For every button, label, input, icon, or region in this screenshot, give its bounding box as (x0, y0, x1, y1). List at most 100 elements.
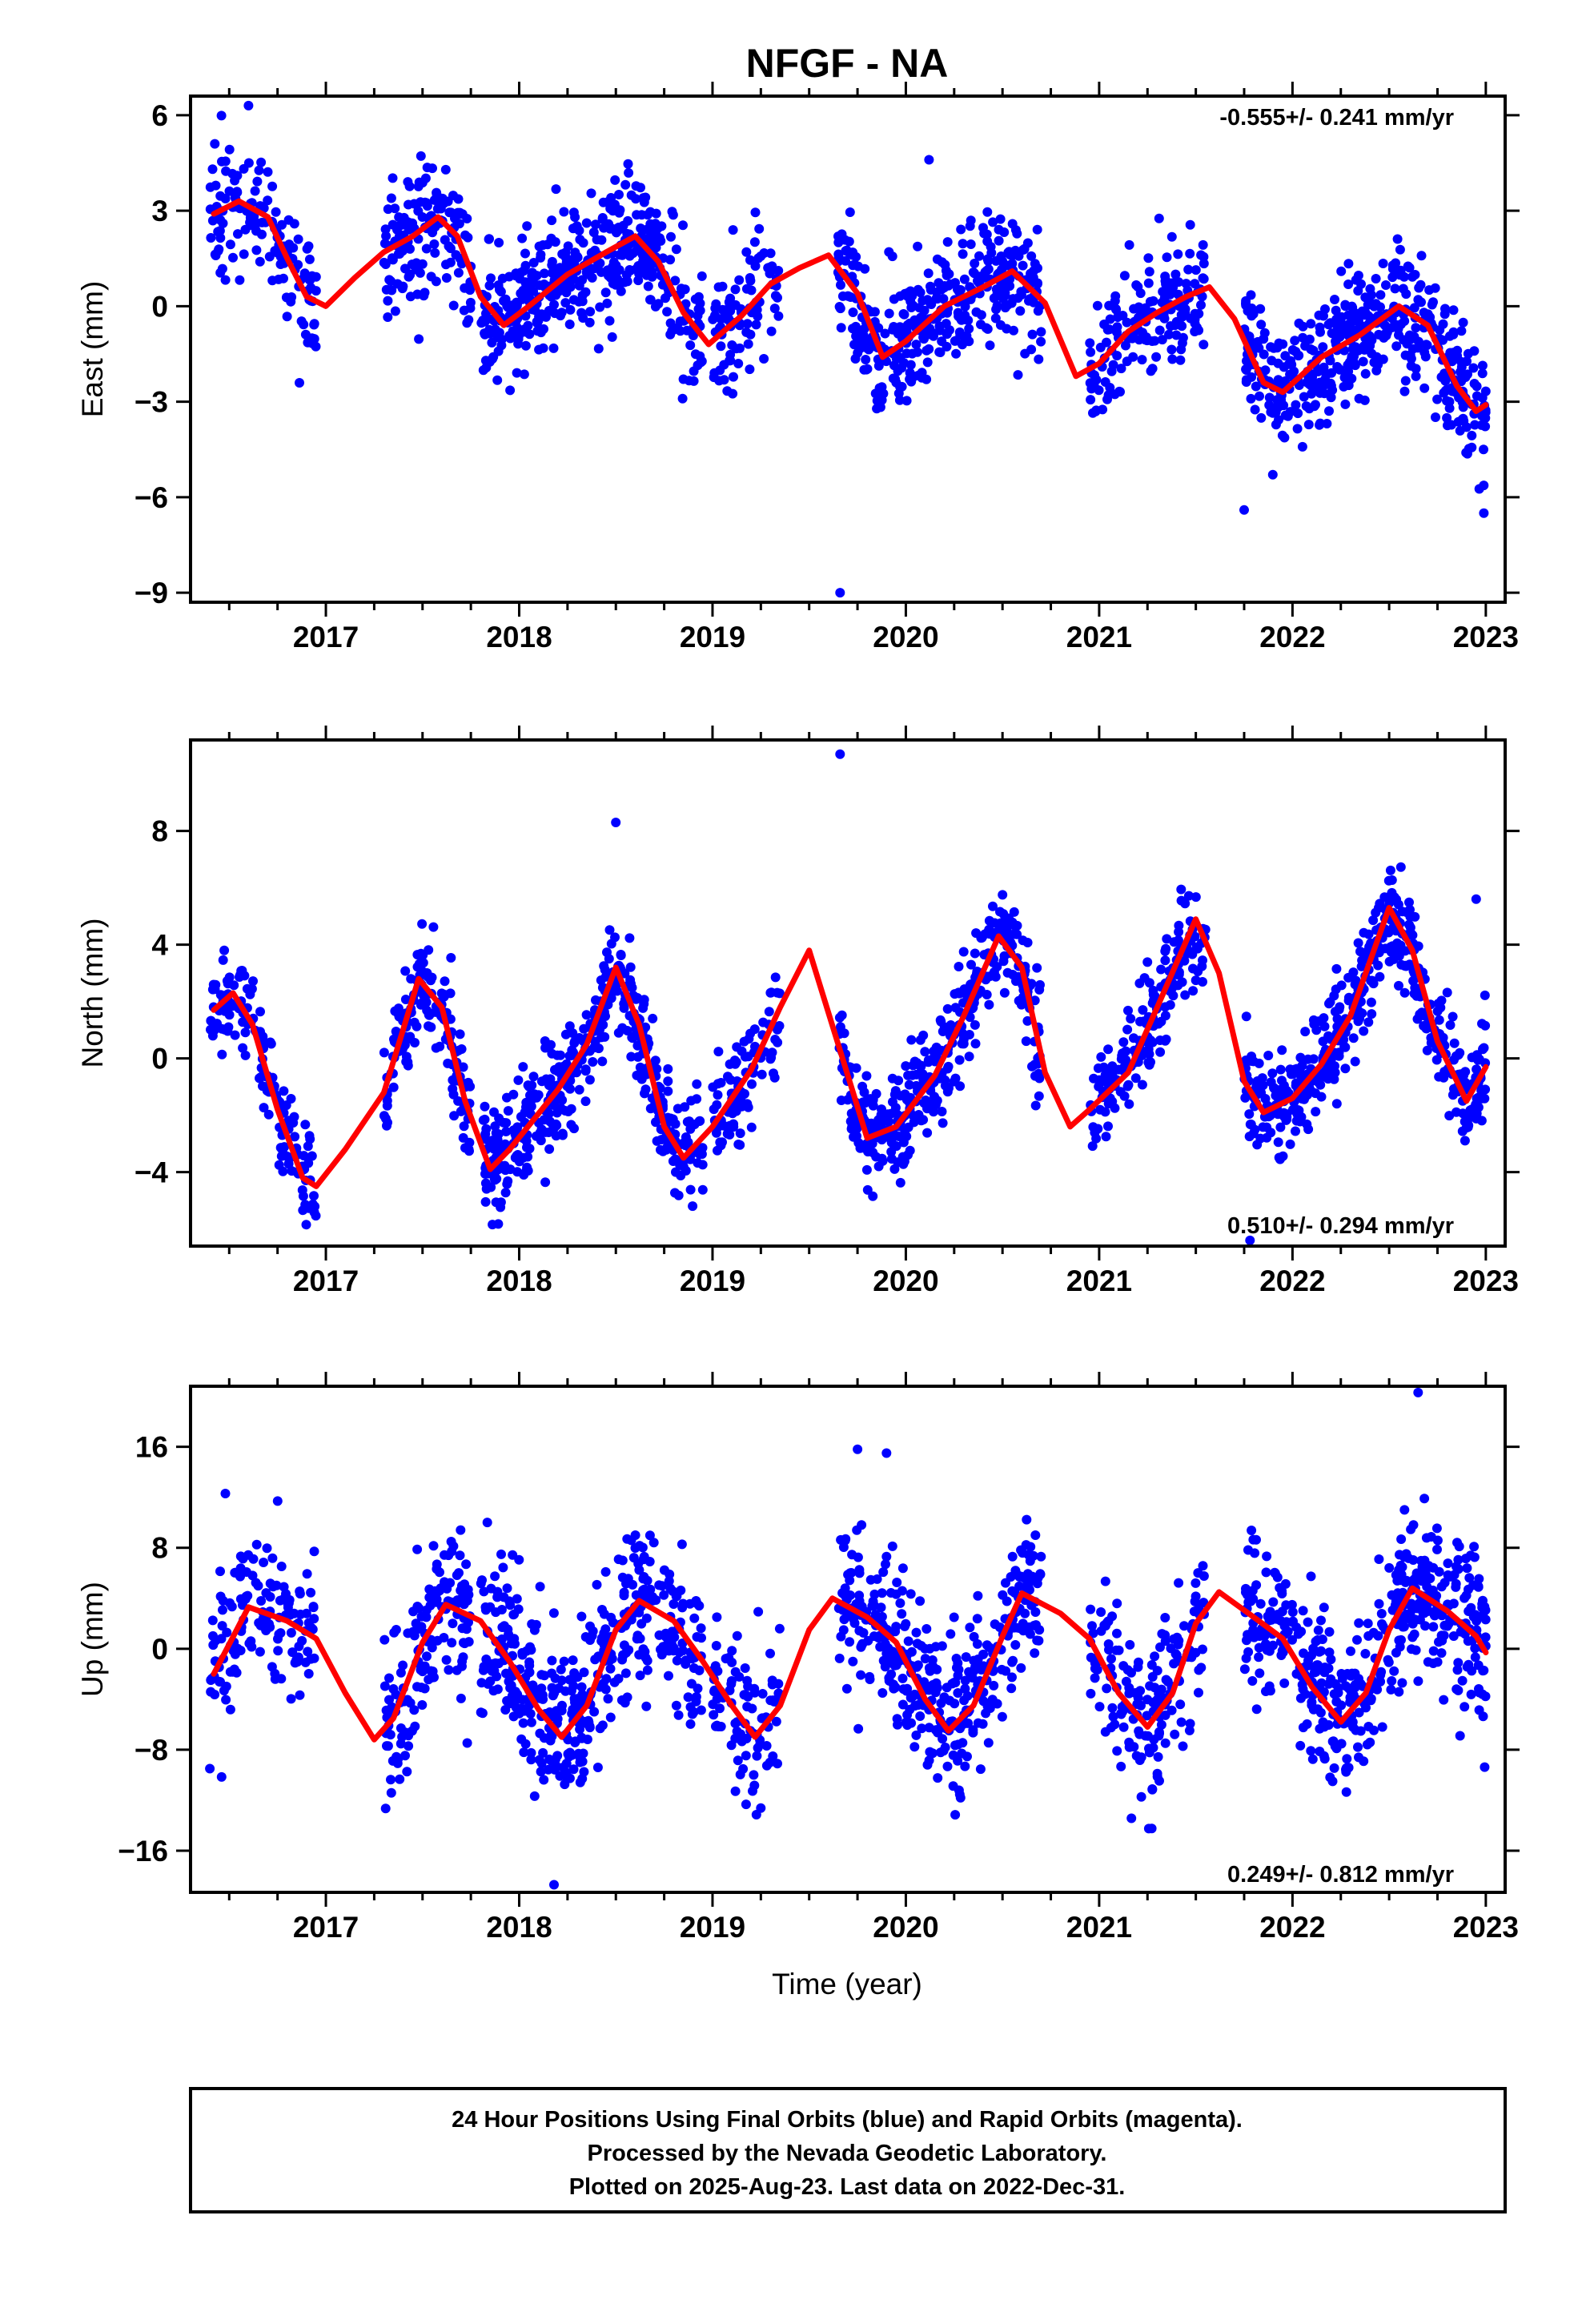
data-point (518, 285, 528, 296)
data-point (1241, 364, 1251, 375)
data-point (1480, 413, 1491, 423)
data-point (567, 1045, 577, 1055)
data-point (1353, 271, 1363, 280)
data-point (969, 1631, 979, 1642)
data-point (539, 1115, 549, 1125)
data-point (968, 267, 978, 277)
data-point (735, 343, 745, 353)
data-point (716, 341, 726, 352)
data-point (1160, 946, 1170, 956)
data-point (861, 1098, 870, 1108)
data-point (897, 1673, 908, 1683)
data-point (620, 1698, 630, 1708)
data-point (587, 1630, 597, 1641)
data-point (411, 1618, 421, 1629)
data-point (1180, 304, 1191, 314)
y-tick-label: 3 (151, 195, 168, 227)
data-point (908, 300, 918, 311)
data-point (1144, 267, 1154, 277)
data-point (750, 207, 761, 218)
data-point (958, 239, 968, 249)
data-point (1368, 979, 1379, 989)
data-point (395, 1774, 405, 1784)
data-point (1399, 386, 1410, 396)
data-point (481, 308, 491, 319)
data-point (697, 1633, 706, 1643)
data-point (228, 252, 238, 263)
data-point (1343, 259, 1354, 269)
data-point (392, 221, 403, 231)
data-point (402, 1767, 412, 1777)
data-point (1456, 326, 1467, 336)
data-point (448, 1084, 458, 1094)
data-point (585, 307, 596, 317)
data-point (866, 341, 877, 352)
data-point (868, 1596, 878, 1606)
data-point (485, 1602, 496, 1612)
data-point (1151, 352, 1162, 362)
data-point (611, 818, 621, 827)
data-point (841, 246, 851, 256)
data-point (758, 1017, 769, 1027)
data-point (1469, 379, 1480, 388)
data-point (1458, 317, 1468, 328)
data-point (303, 337, 313, 348)
data-point (1282, 1086, 1292, 1096)
data-point (584, 1075, 595, 1085)
data-point (1479, 444, 1488, 455)
data-point (458, 1638, 468, 1648)
data-point (1027, 329, 1038, 340)
data-point (1347, 301, 1357, 312)
data-point (671, 244, 681, 255)
data-point (494, 238, 504, 247)
data-point (568, 1655, 578, 1666)
data-point (685, 1719, 696, 1729)
data-point (1185, 219, 1195, 230)
data-point (1125, 1639, 1135, 1650)
data-point (665, 255, 676, 265)
data-point (865, 1574, 876, 1585)
data-point (1479, 508, 1489, 518)
data-point (499, 296, 508, 306)
data-point (1198, 239, 1208, 250)
data-point (903, 1636, 913, 1647)
data-point (835, 588, 845, 598)
data-point (921, 345, 932, 356)
data-point (1440, 385, 1451, 396)
data-point (1331, 305, 1341, 316)
data-point (994, 224, 1004, 235)
data-point (592, 1579, 602, 1590)
data-point (424, 1010, 434, 1020)
data-point (846, 1568, 857, 1578)
data-point (251, 245, 262, 255)
data-point (1343, 992, 1354, 1003)
x-tick-label: 2022 (1259, 621, 1325, 653)
data-point (574, 280, 584, 291)
data-point (380, 224, 391, 235)
data-point (958, 947, 969, 957)
data-point (570, 247, 580, 258)
data-point (692, 1079, 702, 1089)
data-point (1021, 1036, 1031, 1047)
data-point (665, 1569, 675, 1579)
data-point (306, 283, 316, 293)
data-point (440, 164, 451, 175)
data-point (933, 1773, 943, 1783)
data-point (632, 1630, 643, 1641)
data-point (1033, 278, 1042, 288)
data-point (957, 1039, 967, 1049)
data-point (1139, 973, 1150, 983)
data-point (836, 323, 846, 333)
data-point (767, 1675, 777, 1686)
data-point (995, 214, 1006, 224)
data-point (1416, 251, 1427, 261)
data-point (711, 1641, 721, 1651)
data-point (1414, 283, 1424, 293)
data-point (282, 1151, 292, 1161)
data-point (860, 263, 870, 274)
data-point (1447, 1011, 1458, 1022)
data-point (288, 243, 299, 253)
data-point (476, 1578, 486, 1589)
data-point (488, 352, 499, 362)
data-point (309, 1546, 319, 1557)
